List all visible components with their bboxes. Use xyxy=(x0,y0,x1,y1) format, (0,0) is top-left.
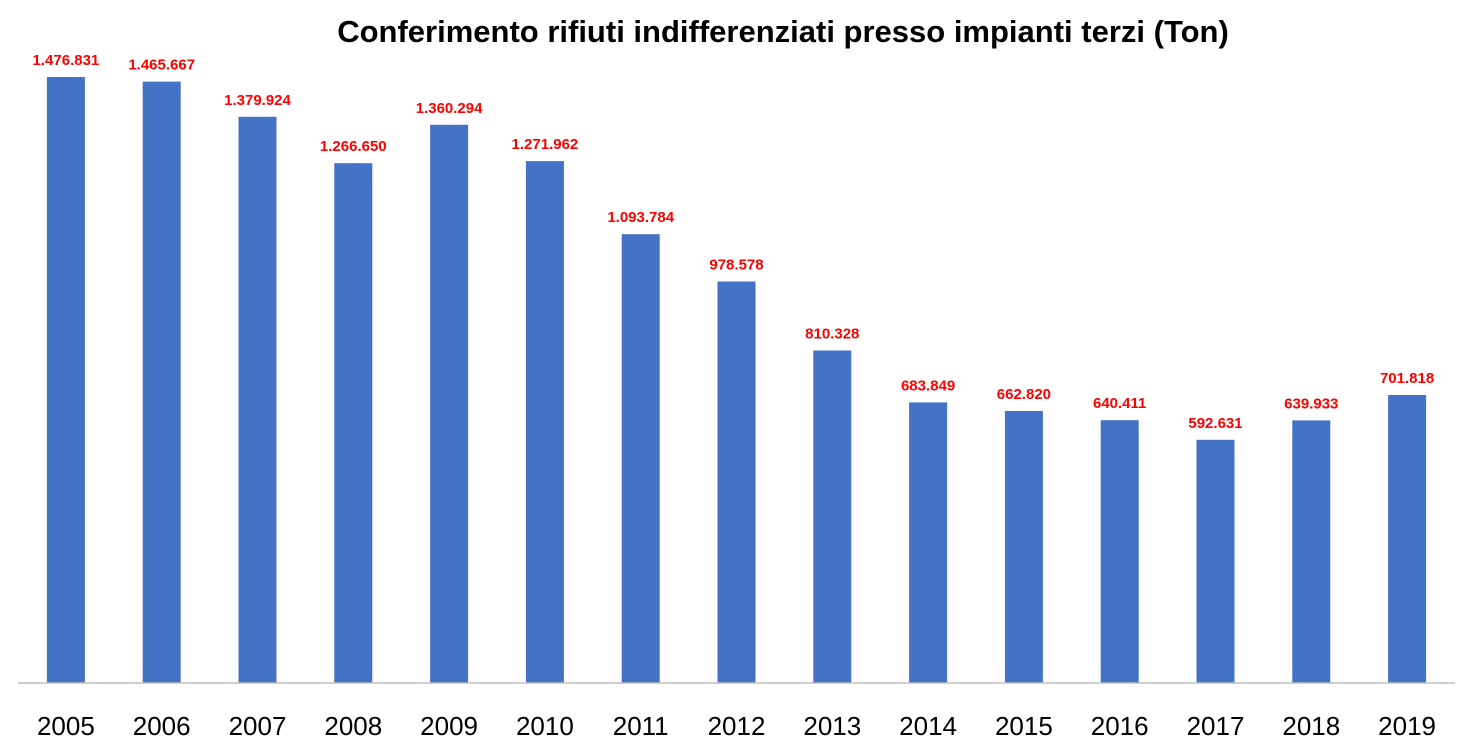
bar-2013 xyxy=(813,350,852,683)
bar-2014 xyxy=(909,402,948,683)
data-label-2005: 1.476.831 xyxy=(33,52,100,69)
bar-2017 xyxy=(1196,439,1235,683)
data-labels-group: 1.476.831 1.465.667 1.379.924 1.266.650 1.36… xyxy=(33,52,1435,432)
bar-2012 xyxy=(717,281,756,683)
data-label-2012: 978.578 xyxy=(709,257,763,274)
x-tick-label-2010: 2010 xyxy=(516,711,574,741)
data-label-2011: 1.093.784 xyxy=(607,209,674,226)
bar-2018 xyxy=(1292,420,1331,683)
bar-2015 xyxy=(1004,411,1043,683)
bar-2006 xyxy=(142,81,181,684)
data-label-2008: 1.266.650 xyxy=(320,138,387,155)
data-label-2010: 1.271.962 xyxy=(512,136,579,153)
bar-2009 xyxy=(430,124,469,684)
x-tick-label-2009: 2009 xyxy=(420,711,478,741)
x-tick-label-2017: 2017 xyxy=(1187,711,1245,741)
bar-2005 xyxy=(46,77,85,683)
x-tick-label-2014: 2014 xyxy=(899,711,957,741)
x-tick-label-2012: 2012 xyxy=(708,711,766,741)
data-label-2016: 640.411 xyxy=(1093,395,1146,412)
x-tick-label-2007: 2007 xyxy=(229,711,287,741)
bar-2007 xyxy=(238,116,277,684)
data-label-2017: 592.631 xyxy=(1188,415,1242,432)
x-tick-label-2016: 2016 xyxy=(1091,711,1149,741)
data-label-2007: 1.379.924 xyxy=(224,92,291,109)
x-tick-label-2013: 2013 xyxy=(803,711,861,741)
x-tick-label-2018: 2018 xyxy=(1282,711,1340,741)
x-tick-label-2011: 2011 xyxy=(613,711,669,741)
data-label-2014: 683.849 xyxy=(901,377,955,394)
bar-2010 xyxy=(525,161,564,684)
data-label-2013: 810.328 xyxy=(805,326,859,343)
bar-2008 xyxy=(334,163,373,683)
x-tick-label-2006: 2006 xyxy=(133,711,191,741)
x-tick-label-2008: 2008 xyxy=(324,711,382,741)
x-tick-label-2015: 2015 xyxy=(995,711,1053,741)
bar-2019 xyxy=(1388,395,1427,683)
x-tick-label-2005: 2005 xyxy=(37,711,95,741)
data-label-2018: 639.933 xyxy=(1284,395,1338,412)
data-label-2009: 1.360.294 xyxy=(416,100,483,117)
bar-2016 xyxy=(1100,420,1139,683)
data-label-2015: 662.820 xyxy=(997,386,1051,403)
data-label-2019: 701.818 xyxy=(1380,370,1434,387)
data-label-2006: 1.465.667 xyxy=(128,57,195,74)
x-tick-label-2019: 2019 xyxy=(1378,711,1436,741)
x-tick-labels-group: 2005 2006 2007 2008 2009 2010 2011 2012 2013 2014… xyxy=(37,711,1436,741)
bars-group xyxy=(46,77,1427,684)
chart-title: Conferimento rifiuti indifferenziati pre… xyxy=(337,14,1229,49)
bar-2011 xyxy=(621,234,660,683)
